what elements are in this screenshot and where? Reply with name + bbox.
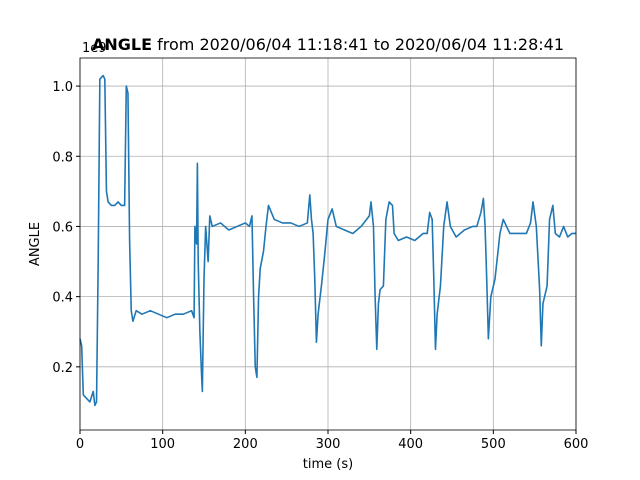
x-tick-label: 300: [316, 437, 341, 452]
title-rest: from 2020/06/04 11:18:41 to 2020/06/04 1…: [152, 35, 564, 54]
x-tick-label: 0: [76, 437, 84, 452]
x-tick-label: 200: [233, 437, 258, 452]
y-axis-label: ANGLE: [28, 222, 43, 266]
x-tick-label: 400: [398, 437, 423, 452]
y-tick-label: 0.6: [52, 220, 73, 235]
x-tick-label: 500: [481, 437, 506, 452]
y-tick-label: 0.8: [52, 150, 73, 165]
x-tick-label: 100: [150, 437, 175, 452]
x-tick-label: 600: [564, 437, 589, 452]
y-tick-label: 1.0: [52, 80, 73, 95]
title-bold: ANGLE: [92, 35, 152, 54]
offset-text: 1e9: [82, 41, 107, 56]
y-tick-label: 0.2: [52, 361, 73, 376]
chart-title: ANGLE from 2020/06/04 11:18:41 to 2020/0…: [92, 35, 564, 54]
y-tick-label: 0.4: [52, 291, 73, 306]
data-line: [79, 74, 576, 407]
plot-frame: [79, 57, 577, 431]
x-axis-label: time (s): [303, 457, 353, 472]
